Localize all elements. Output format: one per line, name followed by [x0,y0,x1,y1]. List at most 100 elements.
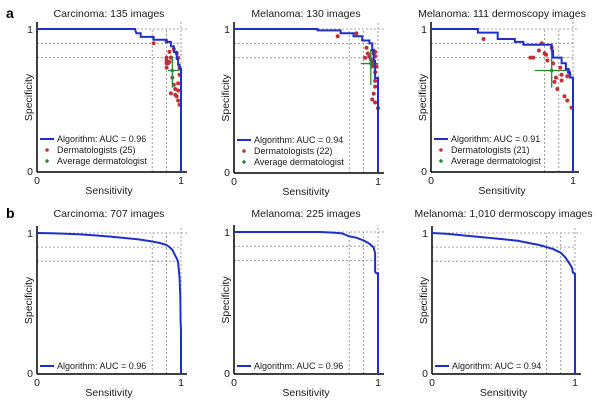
dermatologist-point [164,65,169,70]
y-tick-label: 0 [224,167,230,179]
y-tick-label: 0 [224,368,230,380]
roc-panel: Melanoma: 130 images Sensitivity Specifici… [220,8,384,198]
x-tick-label: 0 [231,176,237,188]
dermatologist-point [164,55,169,60]
x-axis-label: Sensitivity [478,185,526,197]
dermatologist-point [363,55,368,60]
y-tick-label: 0 [422,368,428,380]
dermatologist-point [552,79,557,84]
x-tick-label: 0 [34,377,40,389]
dermatologist-point [544,52,549,57]
dermatologist-point [562,94,567,99]
dermatologist-point [481,37,486,42]
roc-panel: Melanoma: 1,010 dermoscopy images Sensiti… [414,208,592,399]
legend-label: Algorithm: AUC = 0.96 [57,361,146,371]
y-tick-label: 1 [27,228,33,240]
legend-label: Algorithm: AUC = 0.96 [57,134,146,144]
y-tick-label: 0 [27,368,33,380]
legend-dermatologist-swatch [439,148,443,152]
algorithm-roc-curve [36,232,182,374]
dermatologist-point [173,87,178,92]
dermatologist-point [167,59,172,64]
algorithm-roc-curve [431,28,574,172]
dermatologist-point [565,74,570,79]
roc-panel: Melanoma: 225 images Sensitivity Specifici… [220,208,384,399]
legend-label: Average dermatologist [451,156,541,166]
algorithm-roc-curve [234,231,379,374]
legend-label: Algorithm: AUC = 0.94 [254,135,343,145]
x-tick-label: 1 [572,377,578,389]
dermatologist-point [555,87,560,92]
y-axis-label: Specificity [23,276,35,324]
legend-label: Average dermatologist [254,157,344,167]
x-axis-label: Sensitivity [282,186,330,198]
average-dermatologist-point [368,61,374,67]
x-tick-label: 1 [375,377,381,389]
legend-average-swatch [241,159,247,165]
dermatologist-point [553,75,558,80]
x-tick-label: 1 [375,176,381,188]
y-axis-label: Specificity [220,74,232,122]
x-axis-label: Sensitivity [282,387,330,399]
dermatologist-point [335,34,340,39]
legend-dermatologist-swatch [242,149,246,153]
panels: Carcinoma: 135 images Sensitivity Specific… [23,8,593,399]
y-tick-label: 1 [422,228,428,240]
chart-title: Melanoma: 1,010 dermoscopy images [414,208,592,220]
x-tick-label: 1 [178,175,184,187]
dermatologist-point [168,91,173,96]
dermatologist-point [371,91,376,96]
legend: Algorithm: AUC = 0.96 [40,361,146,371]
x-axis-label: Sensitivity [85,387,133,399]
algorithm-roc-curve [431,232,576,374]
dermatologist-point [151,41,156,46]
average-dermatologist-point [549,67,555,73]
algorithm-roc-curve [37,28,182,172]
legend-average-swatch [44,158,50,164]
y-axis-label: Specificity [417,73,429,121]
chart-title: Melanoma: 225 images [251,208,360,220]
x-tick-label: 0 [231,377,237,389]
dermatologist-point [565,98,570,103]
dermatologist-point [364,45,369,50]
y-tick-label: 1 [224,227,230,239]
dermatologist-point [373,84,378,89]
legend-label: Dermatologists (22) [254,146,333,156]
dermatologist-point [354,31,359,36]
roc-panel: Carcinoma: 707 images Sensitivity Specific… [23,208,187,399]
dermatologist-point [365,51,370,56]
dermatologist-point [373,100,378,105]
legend-label: Algorithm: AUC = 0.91 [451,134,540,144]
legend-label: Dermatologists (25) [57,145,136,155]
chart-title: Carcinoma: 135 images [54,8,165,20]
x-tick-label: 1 [570,175,576,187]
y-tick-label: 0 [27,166,33,178]
legend-label: Average dermatologist [57,156,147,166]
dermatologist-point [559,78,564,83]
x-tick-label: 1 [178,377,184,389]
legend-label: Algorithm: AUC = 0.94 [452,361,541,371]
average-dermatologist-point [169,67,175,73]
dermatologist-point [167,49,172,54]
x-tick-label: 0 [429,377,435,389]
x-axis-label: Sensitivity [480,387,528,399]
legend-label: Algorithm: AUC = 0.96 [254,361,343,371]
x-tick-label: 0 [34,175,40,187]
y-tick-label: 0 [421,166,427,178]
dermatologist-point [558,65,563,70]
algorithm-roc-curve [234,28,379,173]
y-tick-label: 1 [224,24,230,36]
roc-panel: Melanoma: 111 dermoscopy images Sensitivi… [417,8,586,197]
y-tick-label: 1 [421,24,427,36]
dermatologist-point [531,55,536,60]
dermatologist-point [373,78,378,83]
legend-dermatologist-swatch [45,148,49,152]
y-axis-label: Specificity [220,276,232,324]
x-axis-label: Sensitivity [85,185,133,197]
dermatologist-point [176,81,181,86]
dermatologist-point [545,58,550,63]
dermatologist-point [536,48,541,53]
